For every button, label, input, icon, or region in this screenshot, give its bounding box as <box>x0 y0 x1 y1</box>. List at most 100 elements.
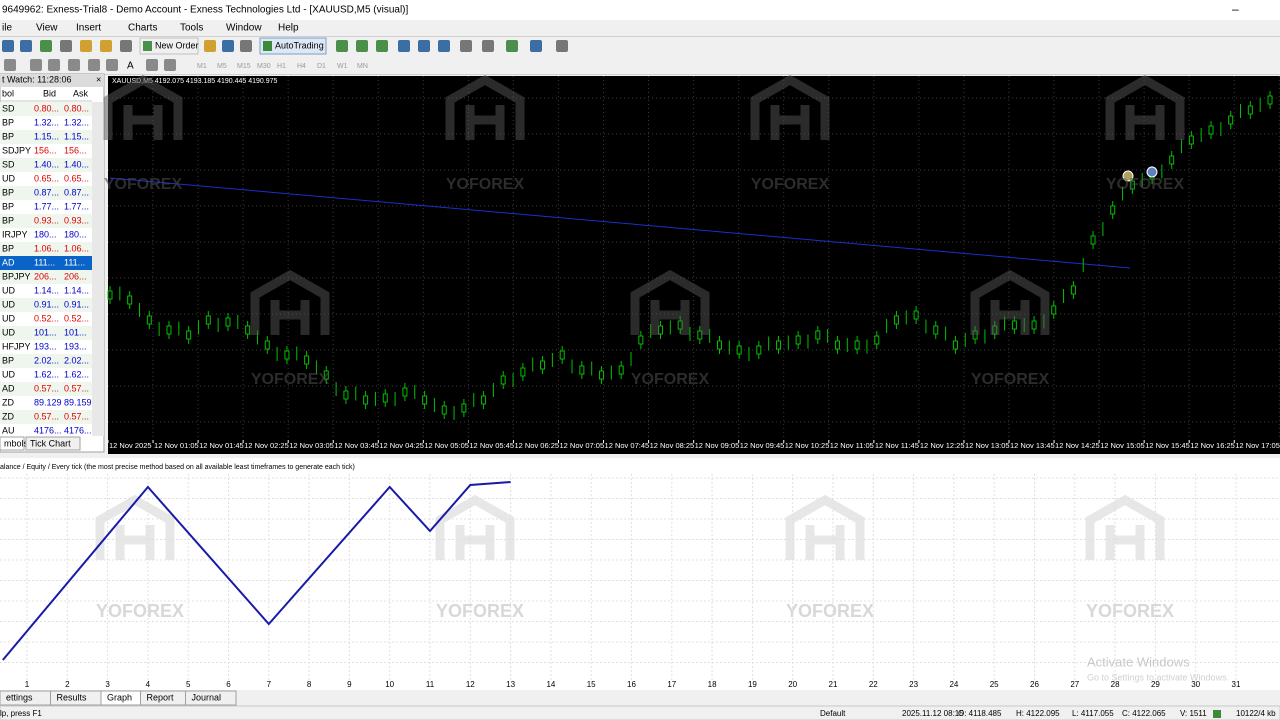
toolbar-button[interactable] <box>398 40 410 52</box>
toolbar-button[interactable] <box>60 40 72 52</box>
new-order-label: New Order <box>155 40 199 50</box>
bid: 1.14... <box>34 285 59 295</box>
scrollbar[interactable] <box>92 102 104 436</box>
time-label: 12 Nov 11:05 <box>830 441 874 450</box>
toolbar-button[interactable] <box>100 40 112 52</box>
toolbar-button[interactable] <box>530 40 542 52</box>
panel-tab[interactable] <box>25 436 81 451</box>
drawing-tool[interactable] <box>48 59 60 71</box>
graph-x-label: 10 <box>385 680 394 689</box>
row-bg[interactable] <box>0 102 92 116</box>
candle-body <box>756 345 762 355</box>
candle-body <box>874 335 880 345</box>
row-bg[interactable] <box>0 242 92 256</box>
menu-item[interactable]: Charts <box>128 23 157 34</box>
row-bg[interactable] <box>0 158 92 172</box>
drawing-tool[interactable] <box>30 59 42 71</box>
graph-x-label: 22 <box>869 680 878 689</box>
toolbar-button[interactable] <box>2 40 14 52</box>
toolbar-button[interactable] <box>40 40 52 52</box>
row-bg[interactable] <box>0 172 92 186</box>
row-bg[interactable] <box>0 326 92 340</box>
toolbar-button[interactable] <box>418 40 430 52</box>
timeframe-button[interactable]: M30 <box>257 63 271 70</box>
graph-x-label: 30 <box>1191 680 1200 689</box>
menu-item[interactable]: Insert <box>76 23 101 34</box>
new-order-button[interactable] <box>139 37 199 55</box>
drawing-tool[interactable] <box>68 59 80 71</box>
toolbar-button[interactable] <box>556 40 568 52</box>
minimize-button[interactable]: – <box>1232 2 1239 16</box>
menu-item[interactable]: View <box>36 23 58 34</box>
ask: 0.52... <box>64 313 89 323</box>
toolbar-button[interactable] <box>120 40 132 52</box>
column-header: bol <box>2 88 14 98</box>
row-bg[interactable] <box>0 214 92 228</box>
toolbar-button[interactable] <box>506 40 518 52</box>
timeframe-button[interactable]: M5 <box>217 63 227 70</box>
row-bg[interactable] <box>0 130 92 144</box>
timeframe-button[interactable]: M1 <box>197 63 207 70</box>
toolbar-button[interactable] <box>482 40 494 52</box>
row-bg[interactable] <box>0 200 92 214</box>
status-item: C: 4122.065 <box>1122 709 1166 718</box>
ask: 1.14... <box>64 285 89 295</box>
toolbar-button[interactable] <box>336 40 348 52</box>
menu-item[interactable]: Window <box>226 23 262 34</box>
row-bg[interactable] <box>0 354 92 368</box>
toolbar-button[interactable] <box>204 40 216 52</box>
drawing-tool[interactable] <box>146 59 158 71</box>
text-tool[interactable]: A <box>127 61 134 72</box>
row-bg[interactable] <box>0 396 92 410</box>
candle-body <box>127 295 133 305</box>
toolbar-button[interactable] <box>356 40 368 52</box>
toolbar-button[interactable] <box>240 40 252 52</box>
panel-tab[interactable] <box>0 436 25 451</box>
trade-marker[interactable] <box>1122 170 1134 182</box>
row-bg[interactable] <box>0 340 92 354</box>
timeframe-button[interactable]: W1 <box>337 63 348 70</box>
menu-item[interactable]: ile <box>2 23 12 34</box>
timeframe-button[interactable]: H1 <box>277 63 286 70</box>
time-label: 12 Nov 05:45 <box>469 441 514 450</box>
trade-marker[interactable] <box>1146 166 1158 178</box>
timeframe-button[interactable]: MN <box>357 63 368 70</box>
autotrading-button[interactable] <box>259 37 327 55</box>
row-bg[interactable] <box>0 312 92 326</box>
market-watch-title-bar <box>0 74 104 87</box>
timeframe-button[interactable]: D1 <box>317 63 326 70</box>
row-bg[interactable] <box>0 186 92 200</box>
bid: 1.15... <box>34 131 59 141</box>
row-bg[interactable] <box>0 424 92 438</box>
close-button[interactable]: × <box>96 74 101 84</box>
drawing-tool[interactable] <box>164 59 176 71</box>
row-bg[interactable] <box>0 228 92 242</box>
separator <box>0 74 1280 75</box>
row-bg[interactable] <box>0 270 92 284</box>
toolbar-button[interactable] <box>222 40 234 52</box>
toolbar-button[interactable] <box>80 40 92 52</box>
toolbar-button[interactable] <box>438 40 450 52</box>
tester-tab[interactable] <box>185 690 237 706</box>
menu-item[interactable]: Help <box>278 23 299 34</box>
row-bg[interactable] <box>0 298 92 312</box>
drawing-tool[interactable] <box>106 59 118 71</box>
toolbar-button[interactable] <box>460 40 472 52</box>
tester-tab-label: ettings <box>6 692 33 702</box>
timeframe-button[interactable]: M15 <box>237 63 251 70</box>
row-bg[interactable] <box>0 144 92 158</box>
menu-item[interactable]: Tools <box>180 23 203 34</box>
toolbar-button[interactable] <box>376 40 388 52</box>
row-bg[interactable] <box>0 368 92 382</box>
toolbar-button[interactable] <box>20 40 32 52</box>
watermark-text: YOFOREX <box>971 371 1050 388</box>
drawing-tool[interactable] <box>88 59 100 71</box>
drawing-tool[interactable] <box>4 59 16 71</box>
candle-body <box>205 315 211 325</box>
row-bg[interactable] <box>0 382 92 396</box>
timeframe-button[interactable]: H4 <box>297 63 306 70</box>
row-selected[interactable] <box>0 256 92 270</box>
row-bg[interactable] <box>0 116 92 130</box>
row-bg[interactable] <box>0 284 92 298</box>
row-bg[interactable] <box>0 410 92 424</box>
